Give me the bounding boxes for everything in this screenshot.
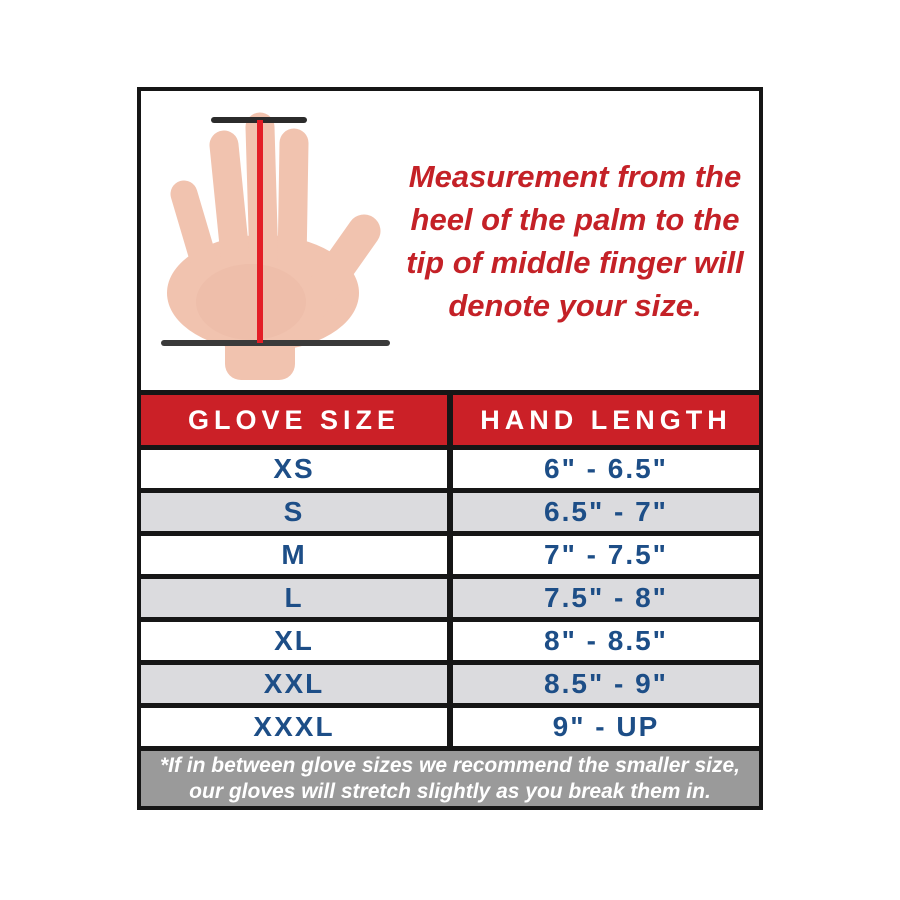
table-row-s: S 6.5" - 7" — [141, 493, 759, 536]
size-cell: XXL — [141, 665, 453, 703]
length-cell: 7.5" - 8" — [453, 579, 759, 617]
length-cell: 8.5" - 9" — [453, 665, 759, 703]
length-cell: 8" - 8.5" — [453, 622, 759, 660]
size-cell: S — [141, 493, 453, 531]
size-cell: XL — [141, 622, 453, 660]
length-cell: 6.5" - 7" — [453, 493, 759, 531]
footnote: *If in between glove sizes we recommend … — [141, 751, 759, 806]
hand-diagram — [151, 97, 401, 392]
palm-shading — [196, 264, 306, 340]
header-cell-hand-length: HAND LENGTH — [453, 395, 759, 445]
size-cell: M — [141, 536, 453, 574]
instruction-line: Measurement from the — [408, 158, 742, 194]
size-cell: XS — [141, 450, 453, 488]
instruction-line: heel of the palm to the — [410, 201, 740, 237]
length-cell: 7" - 7.5" — [453, 536, 759, 574]
length-cell: 6" - 6.5" — [453, 450, 759, 488]
table-row-l: L 7.5" - 8" — [141, 579, 759, 622]
measurement-instruction: Measurement from the heel of the palm to… — [401, 91, 759, 400]
table-row-m: M 7" - 7.5" — [141, 536, 759, 579]
table-row-xl: XL 8" - 8.5" — [141, 622, 759, 665]
table-header-row: GLOVE SIZE HAND LENGTH — [141, 395, 759, 450]
table-row-xxl: XXL 8.5" - 9" — [141, 665, 759, 708]
header-cell-glove-size: GLOVE SIZE — [141, 395, 453, 445]
table-row-xs: XS 6" - 6.5" — [141, 450, 759, 493]
footnote-line: *If in between glove sizes we recommend … — [159, 753, 741, 777]
hand-measurement-icon — [161, 112, 390, 380]
size-cell: XXXL — [141, 708, 453, 746]
instruction-line: tip of middle finger will — [406, 244, 744, 280]
instruction-line: denote your size. — [448, 287, 702, 323]
length-cell: 9" - UP — [453, 708, 759, 746]
table-body: XS 6" - 6.5" S 6.5" - 7" M 7" - 7.5" L 7… — [141, 450, 759, 751]
table-row-xxxl: XXXL 9" - UP — [141, 708, 759, 751]
glove-size-table: GLOVE SIZE HAND LENGTH XS 6" - 6.5" S 6.… — [141, 390, 759, 751]
size-cell: L — [141, 579, 453, 617]
measurement-section: Measurement from the heel of the palm to… — [141, 91, 759, 390]
glove-size-chart: Measurement from the heel of the palm to… — [137, 87, 763, 810]
footnote-line: our gloves will stretch slightly as you … — [189, 779, 711, 803]
